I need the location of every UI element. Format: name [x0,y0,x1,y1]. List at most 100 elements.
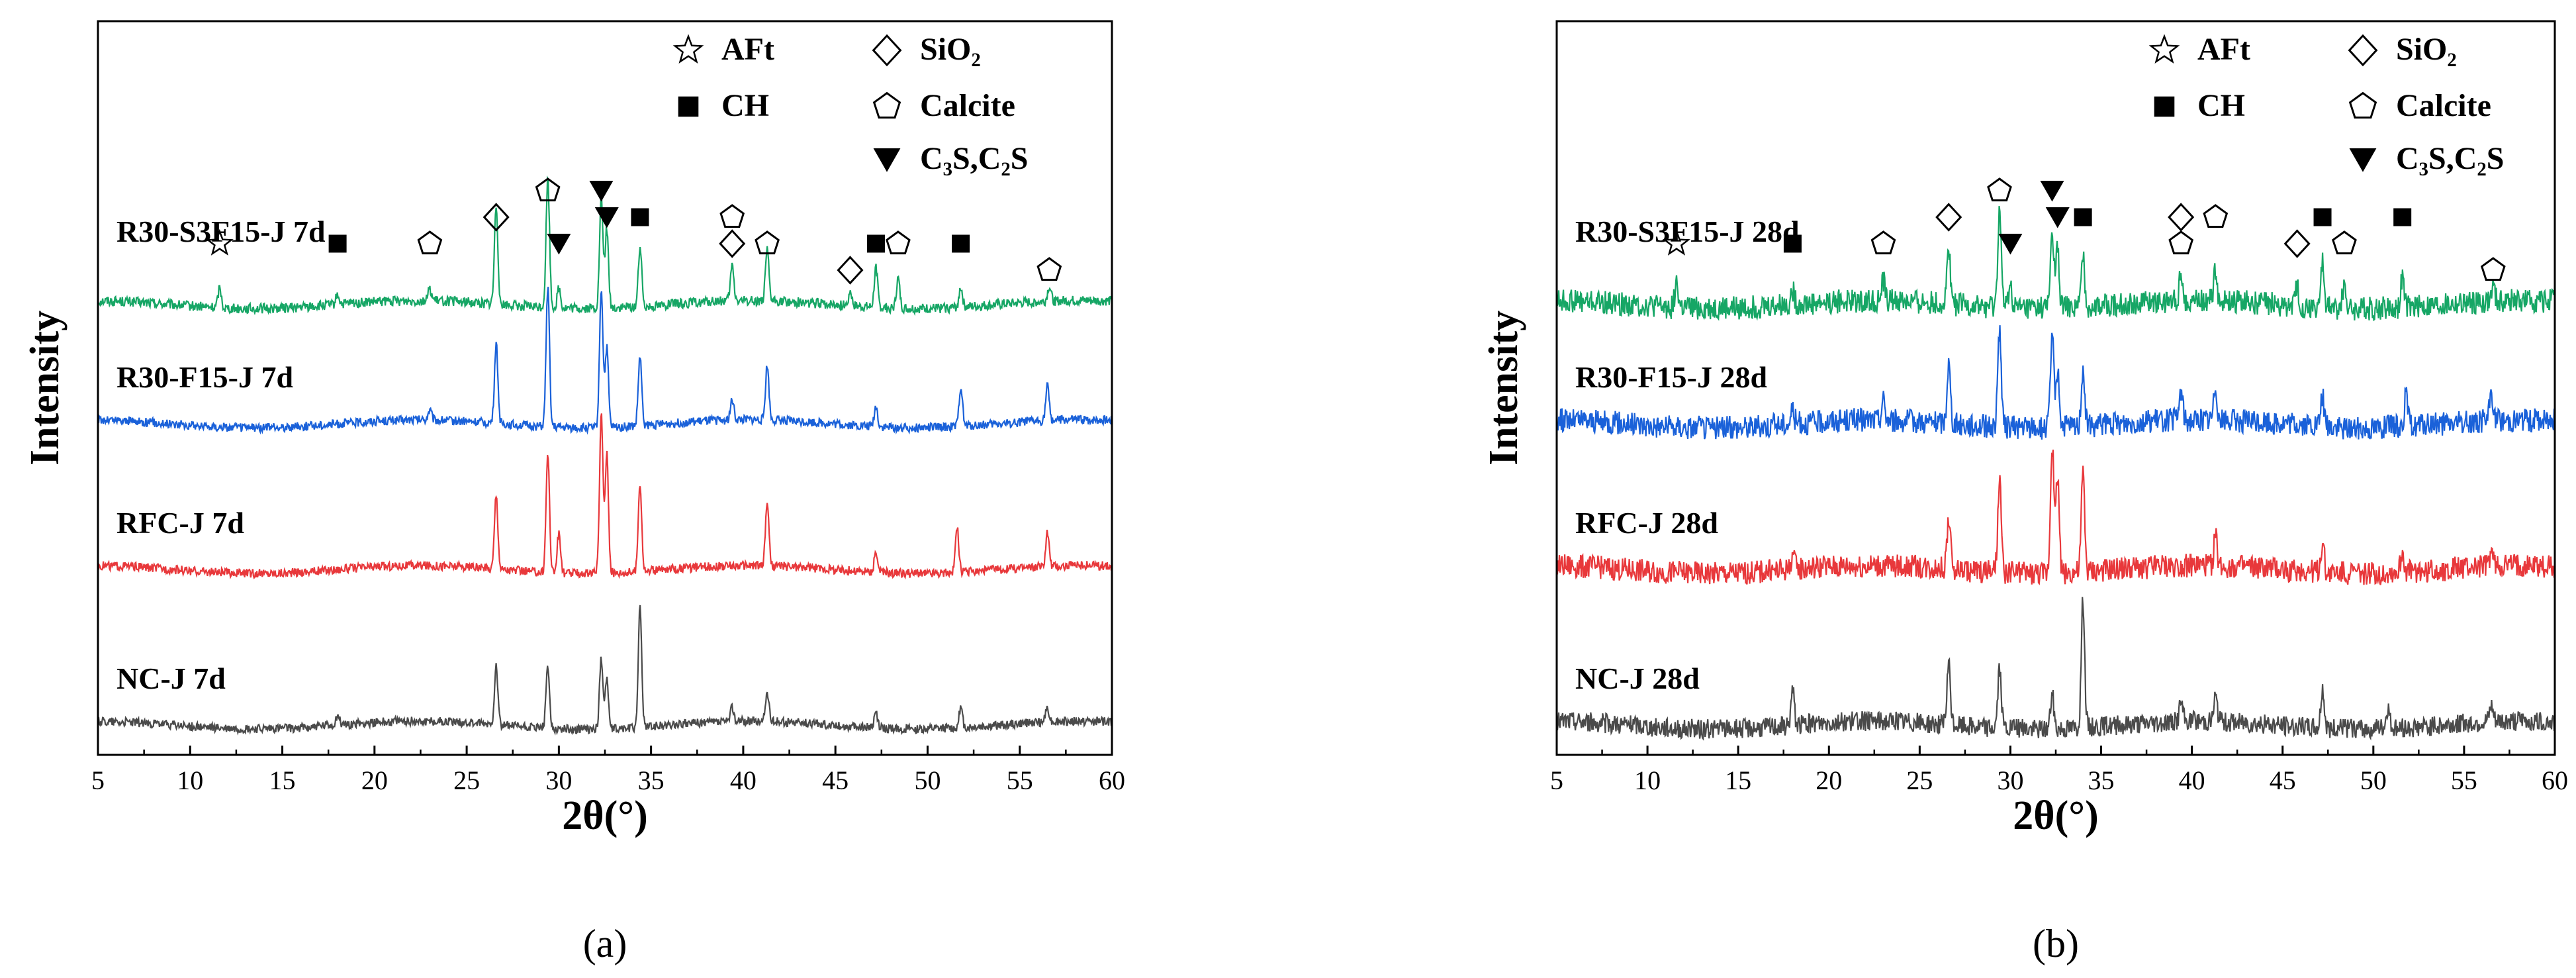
xrd-trace-3 [97,605,1113,736]
phase-marker-square [631,208,649,226]
legend-symbol-diamond [2348,34,2378,67]
phase-marker-triangle [2045,207,2070,228]
x-tick-label: 50 [2360,765,2387,795]
series-label: R30-F15-J 28d [1575,360,1767,394]
phase-marker-triangle [1998,234,2023,255]
phase-marker-pentagon [1870,230,1896,255]
legend-label: AFt [2197,32,2250,67]
phase-marker-diamond [2168,203,2195,232]
phase-marker-diamond [837,256,864,285]
x-tick-label: 5 [91,765,105,795]
phase-marker-pentagon [1987,177,2012,202]
legend-symbol-square [678,96,699,117]
phase-marker-pentagon [2332,230,2357,255]
legend-label: SiO₂ [920,32,981,67]
xrd-trace-2 [97,413,1113,580]
legend-symbol-pentagon [2348,91,2377,119]
xrd-trace-1 [1555,325,2556,440]
legend-label: Calcite [2396,88,2491,123]
x-tick-label: 25 [1906,765,1933,795]
legend-symbol-triangle [2349,148,2377,172]
phase-marker-pentagon [417,230,443,255]
series-label: R30-F15-J 7d [116,360,293,394]
phase-marker-diamond [719,229,746,258]
x-tick-label: 15 [269,765,296,795]
legend-symbol-star [672,34,704,64]
phase-marker-pentagon [535,177,561,202]
legend-label: C₃S,C₂S [920,141,1029,176]
xrd-trace-1 [97,287,1113,435]
x-tick-label: 20 [1816,765,1842,795]
x-tick-label: 45 [2270,765,2296,795]
x-tick-label: 40 [2179,765,2205,795]
legend-symbol-triangle [873,148,901,172]
x-tick-label: 60 [1099,765,1125,795]
phase-marker-square [328,234,347,253]
series-label: RFC-J 7d [116,506,244,540]
xrd-trace-0 [1556,205,2556,322]
phase-marker-diamond [483,203,510,232]
x-tick-label: 50 [914,765,941,795]
phase-marker-star [205,228,234,256]
phase-marker-square [952,234,970,253]
phase-marker-diamond [2283,229,2311,258]
legend-symbol-diamond [872,34,902,67]
phase-marker-star [1662,228,1690,256]
phase-marker-triangle [589,181,614,202]
xrd-trace-0 [97,175,1113,317]
phase-marker-triangle [547,234,571,255]
phase-marker-pentagon [886,230,911,255]
x-tick-label: 20 [361,765,388,795]
series-label: RFC-J 28d [1575,506,1718,540]
x-tick-label: 30 [1997,765,2023,795]
panel-a: R30-S3F15-J 7d R30-F15-J 7d RFC-J 7d NC-J 7… [23,20,1125,965]
x-tick-label: 35 [638,765,665,795]
x-tick-label: 60 [2542,765,2568,795]
panel-label: (a) [583,922,627,965]
x-tick-label: 10 [177,765,203,795]
phase-marker-square [2313,208,2332,226]
phase-marker-pentagon [2480,257,2506,281]
x-tick-label: 55 [1007,765,1033,795]
phase-marker-pentagon [1036,257,1062,281]
phase-marker-square [2393,208,2412,226]
legend-label: CH [2197,88,2245,123]
legend-label: AFt [721,32,774,67]
panel-b: R30-S3F15-J 28d R30-F15-J 28d RFC-J 28d NC-… [1481,20,2568,965]
y-axis-title: Intensity [1481,311,1526,465]
y-axis-title: Intensity [23,311,68,465]
x-tick-label: 55 [2451,765,2477,795]
phase-marker-triangle [2040,181,2064,202]
legend-label: Calcite [920,88,1015,123]
x-axis-title: 2θ(°) [2013,793,2098,838]
phase-marker-square [866,234,885,253]
legend-symbol-pentagon [872,91,901,119]
phase-marker-pentagon [755,230,780,255]
x-tick-label: 30 [545,765,572,795]
xrd-trace-3 [1555,597,2556,741]
phase-marker-square [1783,234,1802,253]
legend-label: CH [721,88,769,123]
panel-label: (b) [2033,922,2079,965]
series-label: NC-J 28d [1575,661,1700,695]
x-tick-label: 35 [2088,765,2115,795]
x-tick-label: 15 [1725,765,1751,795]
x-tick-label: 25 [453,765,480,795]
x-tick-label: 5 [1550,765,1563,795]
series-label: R30-S3F15-J 28d [1575,215,1800,248]
x-tick-label: 40 [730,765,757,795]
series-label: NC-J 7d [116,661,226,695]
legend-symbol-square [2154,96,2175,117]
phase-marker-pentagon [2168,230,2194,255]
legend-symbol-star [2148,34,2180,64]
xrd-trace-2 [1555,450,2556,585]
phase-marker-diamond [1935,203,1962,232]
x-tick-label: 45 [822,765,849,795]
series-label: R30-S3F15-J 7d [116,215,326,248]
phase-marker-pentagon [2203,204,2229,228]
legend-label: C₃S,C₂S [2396,141,2505,176]
x-tick-label: 10 [1634,765,1661,795]
phase-marker-triangle [594,207,619,228]
phase-marker-square [2074,208,2092,226]
